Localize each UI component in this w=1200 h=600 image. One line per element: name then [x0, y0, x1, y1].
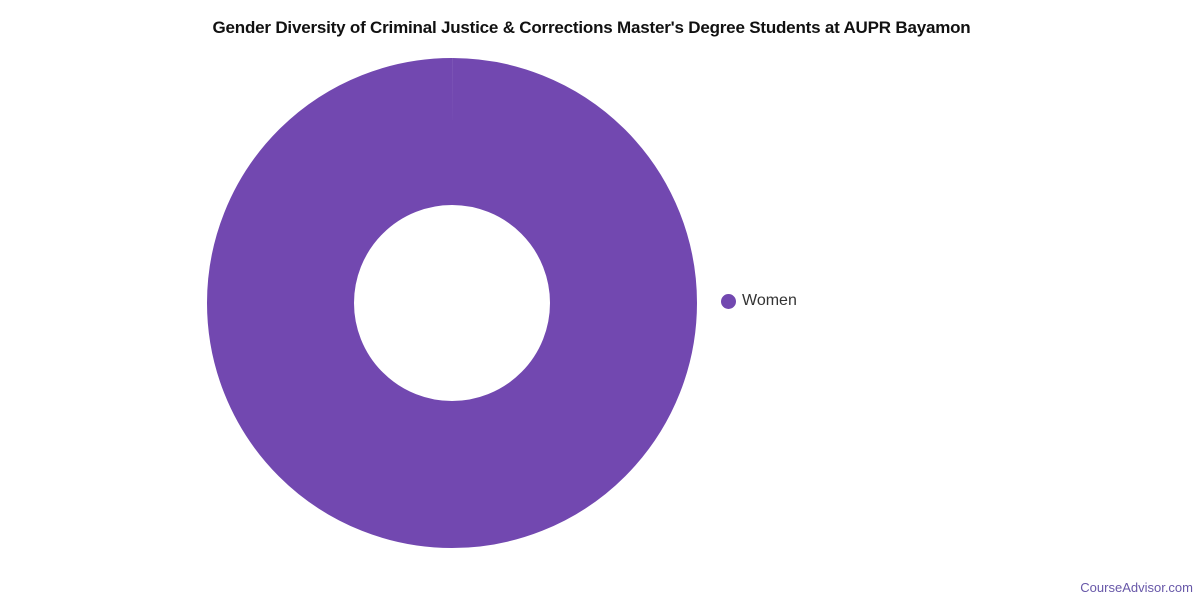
- legend-marker-icon: [721, 293, 736, 309]
- legend: Women: [721, 293, 797, 309]
- legend-item-label: Women: [742, 292, 797, 309]
- chart-title: Gender Diversity of Criminal Justice & C…: [212, 18, 971, 37]
- legend-item-women[interactable]: Women: [721, 293, 797, 309]
- courseadvisor-watermark[interactable]: CourseAdvisor.com: [1080, 580, 1193, 595]
- donut-slice-women[interactable]: [207, 58, 697, 548]
